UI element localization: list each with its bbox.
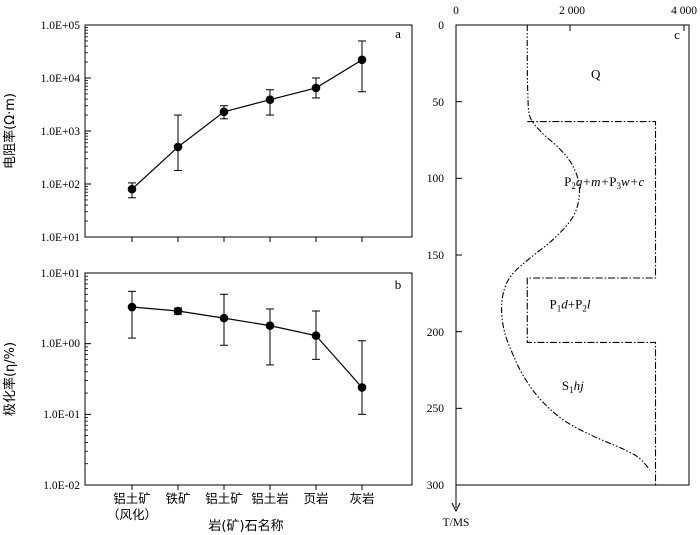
c-ylabel: T/MS: [443, 517, 470, 529]
b-ytick-label: 1.0E-01: [43, 409, 80, 421]
layer-label-s1: S1hj: [562, 378, 584, 395]
data-point: [173, 306, 183, 316]
panel-a-label: a: [395, 26, 401, 41]
series-line: [131, 306, 363, 388]
category-label: 页岩: [303, 491, 328, 506]
data-point: [357, 383, 367, 392]
c-ytick-label: 50: [433, 97, 445, 109]
c-xtick-label: 2 000: [559, 5, 585, 17]
c-xtick-label: 4 000: [671, 5, 697, 17]
c-curve-dash-dot: [526, 121, 657, 485]
data-point: [357, 55, 367, 65]
data-point: [127, 184, 137, 194]
panel-c-frame: [455, 24, 690, 486]
b-ytick-label: 1.0E-02: [43, 480, 80, 492]
category-label: （风化）: [107, 507, 157, 522]
data-point: [173, 142, 183, 152]
c-depth-arrow-icon: [451, 502, 461, 513]
data-point: [265, 321, 275, 330]
panel-b-frame: [84, 272, 413, 486]
data-point: [219, 107, 229, 117]
category-label: 铁矿: [165, 491, 190, 506]
c-ytick-label: 0: [438, 20, 444, 32]
panel-b-label: b: [395, 277, 402, 292]
a-ylabel: 电阻率(Ω·m): [2, 93, 18, 169]
b-ytick-label: 1.0E+00: [41, 338, 81, 350]
c-ytick-label: 100: [427, 173, 445, 185]
b-ytick-label: 1.0E+01: [41, 268, 81, 280]
data-point: [219, 313, 229, 323]
c-ytick-label: 300: [427, 480, 445, 492]
data-point: [265, 95, 275, 104]
b-ylabel: 极化率(η/%): [2, 342, 18, 416]
category-label: 铝土矿: [113, 491, 151, 506]
c-ytick-label: 250: [427, 403, 445, 415]
category-label: 灰岩: [349, 491, 374, 506]
layer-label-q: Q: [591, 67, 601, 82]
layer-label-p2: P2q+m+P3w+c: [564, 174, 644, 191]
c-ytick-label: 150: [427, 250, 445, 262]
category-label: 铝土岩: [251, 491, 289, 506]
data-point: [311, 83, 321, 93]
a-ytick-label: 1.0E+03: [41, 126, 81, 138]
c-xtick-label: 0: [453, 5, 459, 17]
c-ytick-label: 200: [427, 327, 445, 339]
layer-label-p1: P1d+P2l: [550, 297, 591, 314]
a-ytick-label: 1.0E+01: [41, 232, 81, 244]
data-point: [127, 302, 137, 312]
series-line: [131, 59, 363, 190]
a-ytick-label: 1.0E+02: [41, 179, 81, 191]
b-xlabel: 岩(矿)石名称: [208, 518, 283, 534]
a-ytick-label: 1.0E+05: [41, 20, 81, 32]
category-label: 铝土矿: [205, 491, 243, 506]
a-ytick-label: 1.0E+04: [41, 73, 81, 85]
c-curve-dash-dot-dot: [501, 24, 651, 471]
panel-c-label: c: [674, 27, 680, 42]
data-point: [311, 331, 321, 340]
